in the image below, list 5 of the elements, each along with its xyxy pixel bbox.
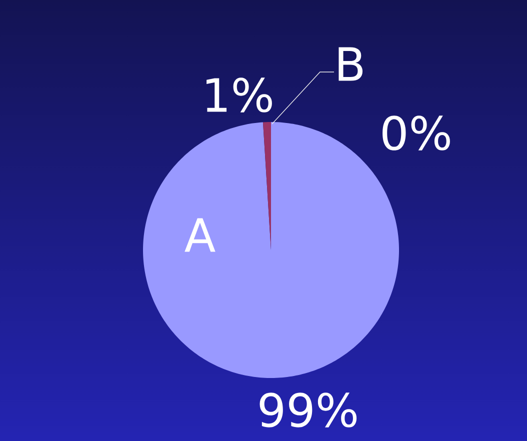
data-label: 99%	[260, 392, 357, 428]
data-label: 1%	[206, 78, 272, 112]
slice-label: B	[338, 47, 363, 81]
text: 0%	[382, 116, 450, 150]
slice-label: A	[184, 218, 216, 252]
